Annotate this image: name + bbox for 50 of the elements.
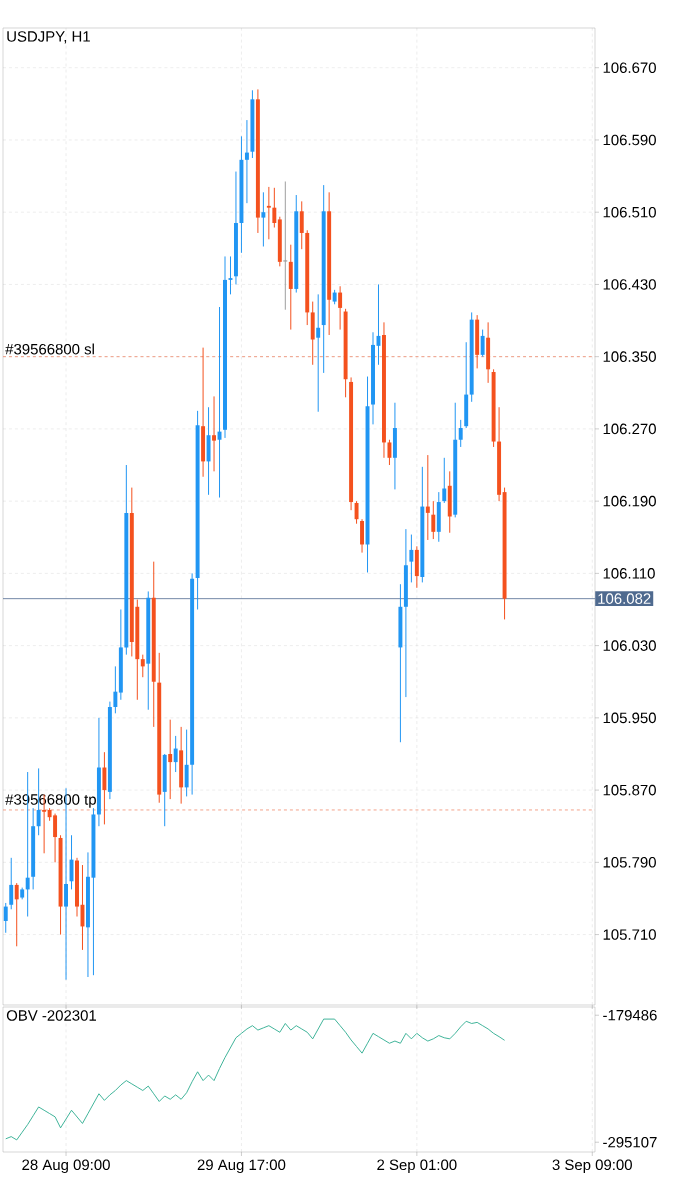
candlestick (299, 200, 304, 250)
chart-title: USDJPY, H1 (7, 31, 90, 44)
candlestick (442, 457, 447, 504)
candlestick (458, 419, 463, 448)
candlestick (272, 187, 277, 229)
chart-title: OBV -202301 (6, 1010, 96, 1021)
candlestick (14, 882, 19, 947)
candlestick (113, 665, 118, 714)
candlestick (261, 191, 266, 247)
x-tick-label: 29 Aug 17:00 (197, 1159, 286, 1174)
candlestick (480, 329, 485, 358)
candlestick (9, 857, 14, 910)
candlestick (244, 119, 249, 204)
x-tick-label: 28 Aug 09:00 (22, 1159, 110, 1174)
candlestick (3, 902, 8, 934)
y-tick-label: 106.190 (603, 495, 656, 507)
y-tick-label: -179486 (603, 1009, 657, 1021)
candlestick (354, 500, 359, 525)
candlestick (409, 534, 414, 583)
y-tick-label: 106.670 (603, 62, 656, 73)
ref-line-label: #39566800 sl (5, 343, 94, 355)
y-tick-label: -295107 (603, 1136, 657, 1148)
y-tick-label: 105.950 (603, 712, 656, 724)
y-tick-label: 106.110 (603, 568, 655, 579)
candlestick (184, 729, 189, 797)
candlestick (102, 751, 107, 825)
candlestick (282, 180, 288, 311)
candlestick (360, 518, 365, 554)
candlestick (173, 735, 178, 773)
candlestick (168, 719, 173, 800)
y-tick-label: 106.030 (603, 640, 656, 651)
candlestick (212, 395, 217, 472)
ref-line-label: 106.082 (598, 593, 651, 604)
y-tick-label: 106.350 (603, 351, 656, 362)
candlestick (431, 500, 436, 540)
y-tick-label: 106.430 (603, 279, 656, 290)
y-tick-label: 106.270 (603, 423, 656, 435)
y-tick-label: 105.790 (603, 857, 656, 868)
x-tick-label: 2 Sep 01:00 (377, 1159, 457, 1174)
candlestick (387, 439, 392, 466)
candlestick (140, 654, 145, 678)
candlestick (425, 454, 430, 541)
y-tick-label: 105.870 (603, 784, 656, 796)
y-tick-label: 106.590 (603, 134, 656, 146)
candlestick (338, 285, 343, 331)
candlestick (316, 293, 321, 413)
x-tick-label: 3 Sep 09:00 (552, 1159, 632, 1174)
candlestick (266, 186, 271, 240)
y-tick-label: 106.510 (603, 206, 656, 218)
y-tick-label: 105.710 (603, 929, 656, 940)
